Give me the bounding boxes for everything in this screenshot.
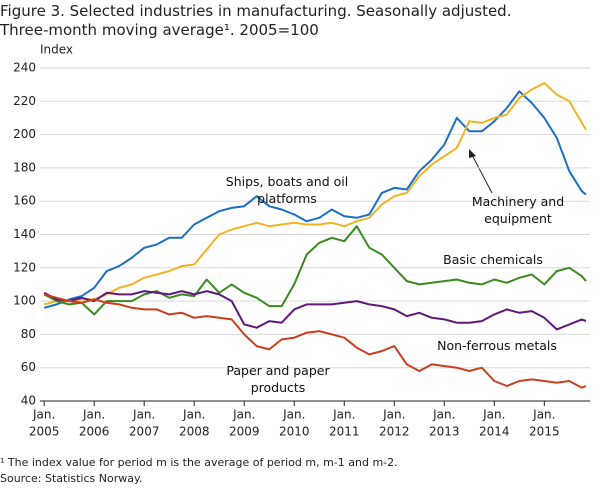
x-tick-label: Jan. [432, 408, 455, 422]
footnote: ¹ The index value for period m is the av… [0, 456, 398, 469]
arrow-head [469, 149, 476, 158]
y-tick-label: 100 [13, 294, 36, 308]
x-tick-label: 2015 [529, 425, 560, 439]
y-tick-label: 140 [13, 227, 36, 241]
series-line [43, 225, 587, 316]
x-tick-label: 2005 [29, 425, 60, 439]
x-tick-label: 2013 [429, 425, 460, 439]
annotation-arrow [470, 152, 493, 194]
x-tick-label: Jan. [482, 408, 505, 422]
x-tick-label: Jan. [32, 408, 55, 422]
y-tick-label: 60 [21, 360, 36, 374]
series-label: Basic chemicals [443, 252, 543, 267]
y-tick-label: 160 [13, 194, 36, 208]
y-tick-label: 220 [13, 94, 36, 108]
series-line [43, 290, 587, 331]
x-tick-label: Jan. [382, 408, 405, 422]
source: Source: Statistics Norway. [0, 472, 143, 485]
x-tick-label: Jan. [332, 408, 355, 422]
x-tick-label: 2010 [279, 425, 310, 439]
chart-title-block: Figure 3. Selected industries in manufac… [0, 2, 511, 40]
series-label: Machinery and equipment [471, 194, 565, 226]
x-tick-label: Jan. [282, 408, 305, 422]
x-tick-label: Jan. [182, 408, 205, 422]
series-line [43, 82, 587, 306]
series-line [43, 293, 587, 389]
x-tick-label: Jan. [132, 408, 155, 422]
series-label: Ships, boats and oil platforms [225, 174, 349, 206]
y-tick-label: 80 [21, 327, 36, 341]
x-tick-label: Jan. [532, 408, 555, 422]
y-tick-label: 180 [13, 160, 36, 174]
x-tick-label: 2012 [379, 425, 410, 439]
y-tick-label: 120 [13, 260, 36, 274]
x-tick-label: 2007 [129, 425, 160, 439]
chart-subtitle: Three-month moving average¹. 2005=100 [0, 21, 319, 39]
chart-title: Figure 3. Selected industries in manufac… [0, 2, 512, 20]
series-line [43, 90, 587, 309]
y-axis-label: Index [40, 43, 73, 57]
y-tick-label: 200 [13, 127, 36, 141]
x-tick-label: Jan. [232, 408, 255, 422]
x-tick-label: 2011 [329, 425, 360, 439]
x-tick-label: Jan. [82, 408, 105, 422]
x-tick-label: 2014 [479, 425, 510, 439]
y-tick-label: 240 [13, 61, 36, 75]
x-tick-label: 2006 [79, 425, 110, 439]
x-tick-label: 2008 [179, 425, 210, 439]
series-label: Paper and paper products [226, 363, 330, 395]
series-label: Non-ferrous metals [437, 338, 557, 353]
y-tick-label: 40 [21, 394, 36, 408]
x-tick-label: 2009 [229, 425, 260, 439]
